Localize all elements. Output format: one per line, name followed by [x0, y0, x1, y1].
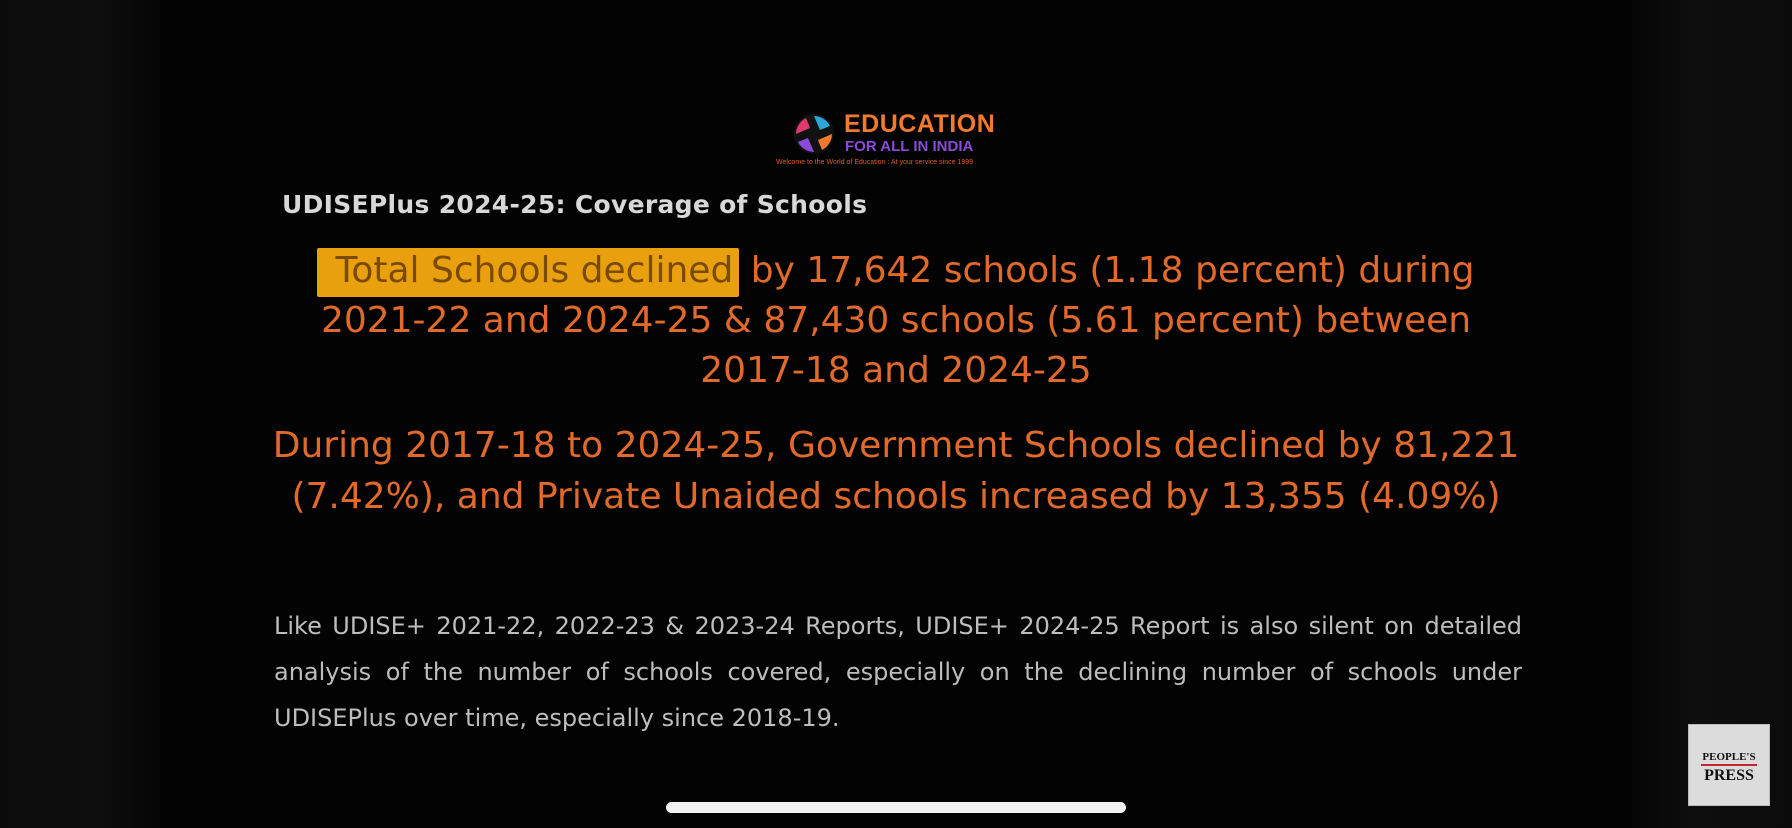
home-indicator-bar[interactable] — [666, 802, 1126, 813]
logo-subtitle: FOR ALL IN INDIA — [845, 138, 974, 155]
badge-top-text: PEOPLE'S — [1702, 751, 1756, 763]
right-pillarbox — [1632, 0, 1792, 828]
headline-text: Total Schools declined by 17,642 schools… — [270, 246, 1522, 396]
peoples-press-logo: PEOPLE'S PRESS — [1688, 724, 1770, 806]
badge-bottom-text: PRESS — [1704, 767, 1754, 784]
secondary-headline: During 2017-18 to 2024-25, Government Sc… — [272, 425, 1520, 517]
logo-title: EDUCATION — [844, 110, 996, 138]
presentation-slide — [160, 0, 1632, 828]
left-pillarbox — [0, 0, 160, 828]
people-circle-icon — [794, 114, 834, 154]
education-logo: EDUCATION FOR ALL IN INDIA Welcome to th… — [776, 108, 1022, 172]
slide-title: UDISEPlus 2024-25: Coverage of Schools — [282, 190, 868, 219]
body-paragraph: Like UDISE+ 2021-22, 2022-23 & 2023-24 R… — [274, 612, 1522, 732]
highlighted-phrase: Total Schools declined — [317, 248, 740, 297]
badge-divider — [1701, 764, 1757, 766]
logo-tagline: Welcome to the World of Education : At y… — [776, 159, 974, 166]
headline-rest: by 17,642 schools (1.18 percent) during … — [320, 250, 1475, 391]
